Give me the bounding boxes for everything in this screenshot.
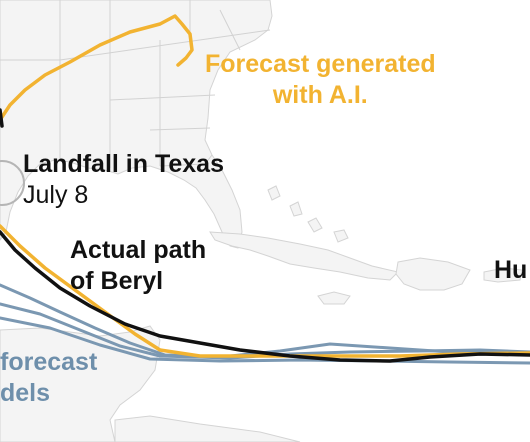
traditional-models-label: forecast dels xyxy=(0,350,97,406)
hurricane-label-partial: Hu xyxy=(494,256,528,284)
cuba-land xyxy=(209,231,399,281)
state-border-line xyxy=(219,9,241,51)
ai-forecast-label-line1: Forecast generated xyxy=(205,50,436,78)
traditional-models-label-line1: forecast xyxy=(0,348,98,376)
state-border-line xyxy=(59,29,271,61)
jamaica-land xyxy=(317,291,351,305)
beryl-actual-path xyxy=(0,108,4,128)
ai-forecast-label-line2: with A.I. xyxy=(272,81,368,109)
traditional-model-track xyxy=(0,316,530,365)
state-border-line xyxy=(149,127,211,131)
landfall-marker-circle xyxy=(0,160,25,206)
landfall-date: July 8 xyxy=(23,181,89,209)
united-states-land xyxy=(0,0,273,249)
ai-forecast-track-northern xyxy=(0,14,194,122)
actual-path-label-line1: Actual path xyxy=(70,236,207,264)
traditional-model-track xyxy=(0,302,530,360)
bahamas-islands xyxy=(267,185,349,243)
state-border-line xyxy=(159,154,213,167)
hispaniola-land xyxy=(395,257,471,291)
actual-path-label-line2: of Beryl xyxy=(70,267,164,295)
state-borders xyxy=(0,0,271,168)
puerto-rico-land xyxy=(483,267,523,283)
beryl-actual-path xyxy=(0,230,530,363)
landfall-title: Landfall in Texas xyxy=(23,150,224,178)
ai-forecast-tracks xyxy=(0,14,530,358)
actual-path-label: Actual path of Beryl xyxy=(70,238,206,294)
actual-path-track xyxy=(0,108,530,363)
central-america-land xyxy=(114,415,301,442)
ai-forecast-label: Forecast generated with A.I. xyxy=(205,52,436,108)
ai-forecast-track-main xyxy=(0,224,530,358)
traditional-models-label-line2: dels xyxy=(0,379,51,407)
state-border-line xyxy=(109,94,216,101)
